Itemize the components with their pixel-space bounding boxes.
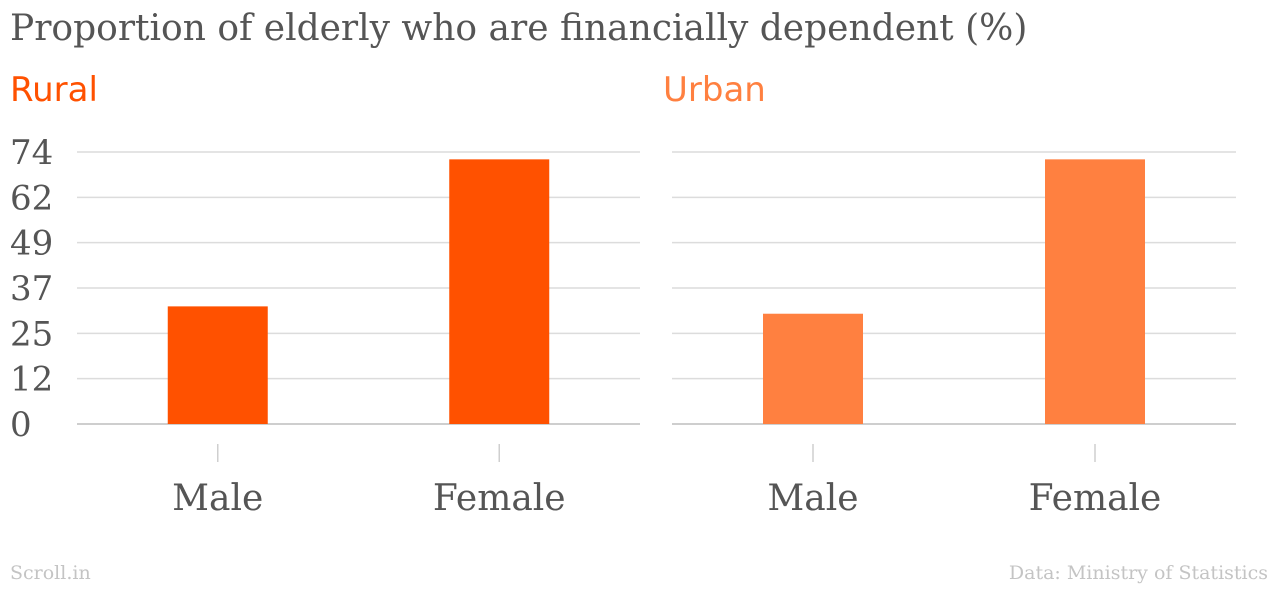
y-tick-label: 37 (10, 269, 53, 309)
y-tick-label: 12 (10, 360, 53, 400)
y-tick-label: 74 (10, 133, 53, 173)
bar-rural-male (167, 306, 268, 424)
x-category-label: Male (767, 478, 858, 519)
bar-rural-female (449, 159, 550, 424)
x-category-label: Female (1029, 478, 1162, 519)
y-tick-label: 0 (10, 405, 32, 445)
y-tick-label: 25 (10, 314, 53, 354)
panel-title-urban: Urban (663, 70, 766, 110)
y-tick-label: 62 (10, 178, 53, 218)
source-brand: Scroll.in (10, 562, 91, 584)
bar-urban-female (1045, 159, 1145, 424)
data-credit: Data: Ministry of Statistics (1008, 562, 1268, 584)
y-tick-label: 49 (10, 224, 53, 264)
panel-title-rural: Rural (10, 70, 98, 110)
x-category-label: Male (172, 478, 263, 519)
chart-title: Proportion of elderly who are financiall… (10, 8, 1028, 49)
bar-urban-male (763, 313, 863, 424)
x-category-label: Female (433, 478, 566, 519)
